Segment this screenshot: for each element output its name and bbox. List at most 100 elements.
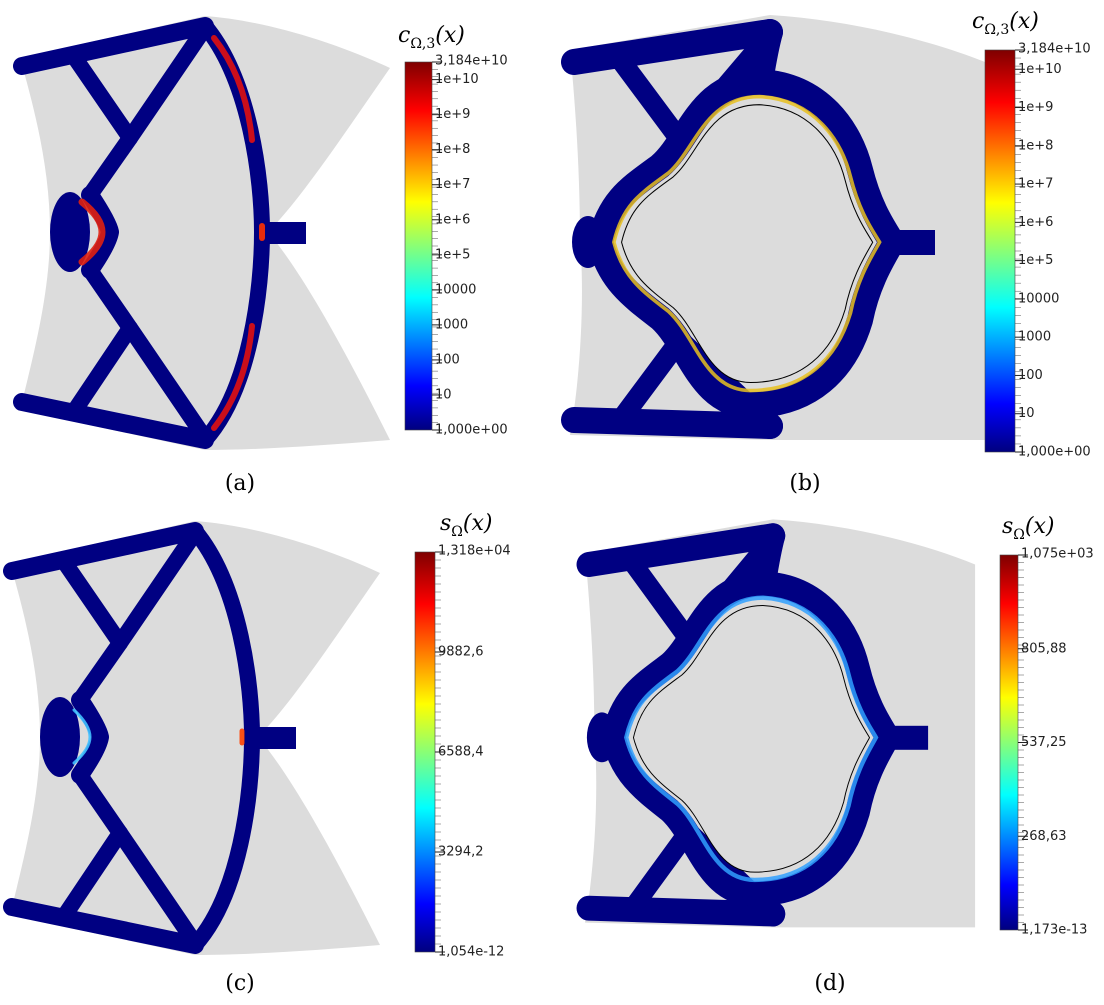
colorbar [984, 49, 1016, 453]
colorbar-label: 1e+9 [435, 107, 470, 122]
title-base: s [1002, 514, 1013, 539]
structure [72, 767, 128, 841]
highlight [611, 94, 882, 393]
colorbar-label: 805,88 [1021, 641, 1067, 656]
highlight [211, 323, 255, 431]
colorbar-label: 1000 [435, 317, 468, 332]
title-sub: Ω,3 [410, 36, 435, 52]
colorbar-label: 1e+10 [1018, 62, 1062, 77]
colorbar-label: 268,63 [1021, 829, 1067, 844]
node [586, 712, 617, 763]
structure [576, 895, 786, 927]
structure [82, 130, 138, 203]
colorbar [999, 554, 1019, 931]
colorbar-label: 1,054e-12 [438, 945, 504, 960]
structure [71, 691, 109, 784]
colorbar-label: 9882,6 [438, 645, 484, 660]
colorbar-label: 3294,2 [438, 845, 484, 860]
title-sub: Ω [1013, 527, 1025, 543]
node [50, 192, 90, 272]
colorbar-label: 3,184e+10 [1018, 42, 1091, 57]
colorbar-label: 100 [1018, 368, 1043, 383]
outline [632, 604, 871, 873]
structure [13, 17, 214, 75]
structure [3, 522, 204, 580]
colorbar-label: 1e+7 [435, 177, 470, 192]
colorbar [414, 551, 436, 953]
title-sub: Ω,3 [984, 22, 1009, 38]
structure [624, 821, 778, 918]
colorbar-label: 10 [1018, 406, 1035, 421]
highlight [72, 708, 92, 765]
colorbar-label: 1000 [1018, 330, 1051, 345]
colorbar-label: 10000 [1018, 291, 1059, 306]
colorbar [404, 61, 433, 431]
title-base: c [972, 9, 984, 34]
structure [3, 898, 204, 954]
structure [561, 19, 783, 75]
highlight [624, 595, 879, 883]
colorbar-label: 3,184e+10 [435, 54, 508, 69]
colorbar-label: 1e+5 [1018, 253, 1053, 268]
structure [561, 407, 783, 439]
title-base: c [398, 23, 410, 48]
colorbar-label: 537,25 [1021, 735, 1067, 750]
port [885, 230, 935, 255]
colorbar-title: cΩ,3(x) [398, 23, 465, 52]
colorbar-title: sΩ(x) [1002, 514, 1054, 543]
structure [576, 523, 786, 578]
colorbar-title: cΩ,3(x) [972, 9, 1039, 38]
colorbar-label: 1e+8 [1018, 138, 1053, 153]
title-sub: Ω [451, 524, 463, 540]
colorbar-label: 1e+6 [1018, 215, 1053, 230]
colorbar-label: 100 [435, 352, 460, 367]
colorbar-label: 1e+5 [435, 247, 470, 262]
hole [633, 605, 870, 873]
structure [624, 533, 778, 650]
port [881, 725, 929, 750]
colorbar-label: 1e+7 [1018, 177, 1053, 192]
port [252, 727, 296, 749]
structure [81, 186, 119, 279]
colorbar-label: 6588,4 [438, 745, 484, 760]
highlight [211, 35, 255, 143]
caption: (d) [814, 971, 845, 996]
caption: (a) [225, 471, 255, 496]
structure [612, 30, 775, 150]
structure [82, 262, 138, 336]
colorbar-label: 1e+10 [435, 72, 479, 87]
colorbar-title: sΩ(x) [440, 511, 492, 540]
structure [13, 393, 214, 449]
caption: (b) [789, 471, 820, 496]
colorbar-label: 1,000e+00 [435, 423, 508, 438]
colorbar-label: 1e+9 [1018, 100, 1053, 115]
highlight [78, 198, 106, 266]
structure [187, 523, 260, 953]
node [40, 697, 80, 777]
panel-graphic [13, 16, 390, 450]
colorbar-label: 1,000e+00 [1018, 445, 1091, 460]
outline [621, 104, 874, 383]
node [572, 216, 604, 268]
colorbar-label: 1,173e-13 [1021, 923, 1087, 938]
title-arg: (x) [1025, 514, 1055, 539]
port [262, 222, 306, 244]
hole [621, 104, 873, 383]
caption: (c) [225, 971, 255, 996]
title-arg: (x) [1009, 9, 1039, 34]
colorbar-label: 1,318e+04 [438, 544, 511, 559]
colorbar-label: 1e+8 [435, 142, 470, 157]
colorbar-label: 1,075e+03 [1021, 547, 1094, 562]
title-arg: (x) [463, 511, 493, 536]
panel-graphic [561, 15, 985, 440]
title-base: s [440, 511, 451, 536]
colorbar-label: 1e+6 [435, 212, 470, 227]
panel-graphic [576, 519, 976, 928]
panel-graphic [3, 521, 380, 955]
colorbar-label: 10 [435, 387, 452, 402]
title-arg: (x) [435, 23, 465, 48]
colorbar-label: 10000 [435, 282, 476, 297]
structure [612, 330, 775, 430]
structure [72, 635, 128, 708]
